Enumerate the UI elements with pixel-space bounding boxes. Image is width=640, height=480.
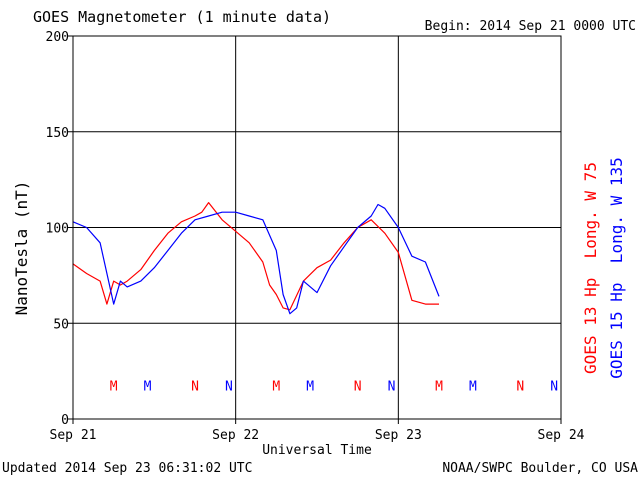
event-marker-m: M [469, 379, 477, 394]
event-marker-n: N [550, 379, 558, 394]
begin-label: Begin: 2014 Sep 21 0000 UTC [425, 19, 636, 34]
y-tick-label: 200 [46, 30, 69, 45]
y-tick-label: 150 [46, 126, 69, 141]
x-tick-label: Sep 22 [212, 428, 259, 443]
chart-title: GOES Magnetometer (1 minute data) [33, 8, 331, 26]
series-layer [72, 202, 440, 315]
grid [73, 36, 561, 419]
x-tick-label: Sep 24 [538, 428, 585, 443]
event-marker-m: M [435, 379, 443, 394]
series-line-goes13 [72, 202, 439, 311]
y-tick-label: 0 [61, 413, 69, 428]
legend-goes13: GOES 13 Hp Long. W 75 [581, 162, 600, 374]
y-tick-label: 100 [46, 222, 69, 237]
event-marker-m: M [306, 379, 314, 394]
event-marker-n: N [191, 379, 199, 394]
footer-updated: Updated 2014 Sep 23 06:31:02 UTC [2, 461, 252, 476]
event-marker-n: N [388, 379, 396, 394]
x-axis-label: Universal Time [262, 443, 372, 458]
footer-credit: NOAA/SWPC Boulder, CO USA [442, 461, 638, 476]
event-marker-m: M [144, 379, 152, 394]
legend-goes15: GOES 15 Hp Long. W 135 [607, 157, 626, 379]
x-tick-label: Sep 21 [50, 428, 97, 443]
event-marker-m: M [110, 379, 118, 394]
y-tick-labels: 0 50 100 150 200 [46, 30, 73, 428]
x-tick-label: Sep 23 [375, 428, 422, 443]
x-tick-labels: Sep 21 Sep 22 Sep 23 Sep 24 [50, 419, 585, 443]
event-marker-n: N [516, 379, 524, 394]
series-line-goes15 [72, 203, 440, 315]
event-marker-n: N [225, 379, 233, 394]
event-marker-n: N [354, 379, 362, 394]
event-marker-m: M [272, 379, 280, 394]
y-axis-label: NanoTesla (nT) [12, 181, 31, 316]
y-tick-label: 50 [53, 317, 69, 332]
